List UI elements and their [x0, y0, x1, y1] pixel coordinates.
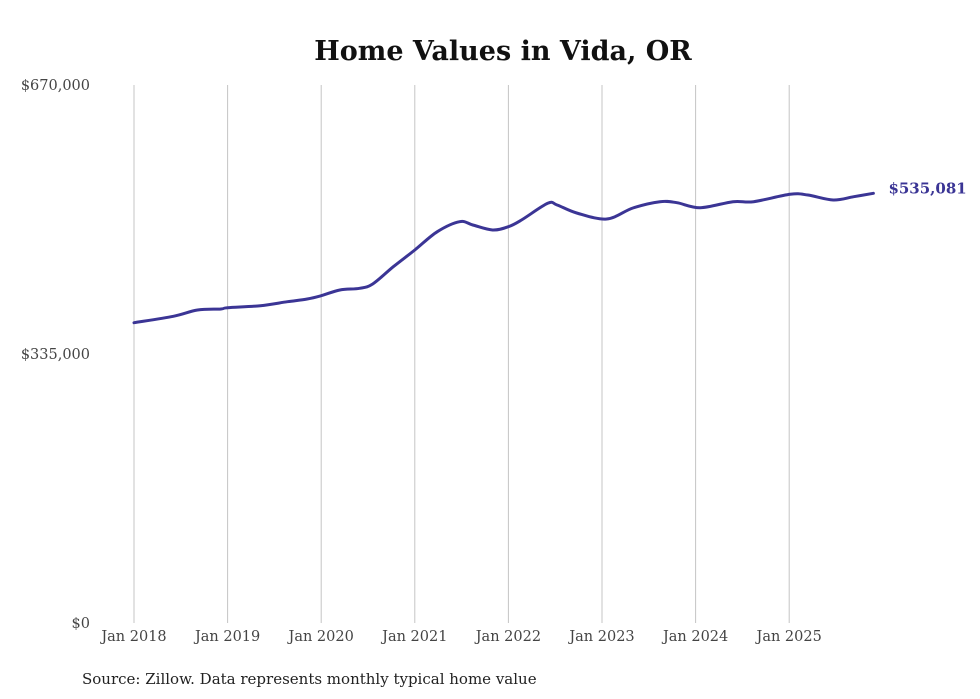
y-tick-label: $0 [72, 616, 90, 632]
source-note: Source: Zillow. Data represents monthly … [82, 670, 537, 688]
series-line-home-value [132, 191, 875, 325]
x-tick-label: Jan 2022 [474, 629, 541, 645]
y-axis-ticks: $0 $335,000 $670,000 [21, 78, 90, 632]
chart-title: Home Values in Vida, OR [314, 36, 692, 67]
x-tick-label: Jan 2018 [99, 629, 166, 645]
y-tick-label: $670,000 [21, 78, 90, 94]
x-tick-label: Jan 2020 [287, 629, 354, 645]
x-tick-label: Jan 2021 [380, 629, 447, 645]
x-tick-label: Jan 2024 [661, 629, 728, 645]
end-value-label: $535,081 [888, 179, 966, 197]
x-tick-label: Jan 2025 [755, 629, 822, 645]
x-axis-ticks: Jan 2018 Jan 2019 Jan 2020 Jan 2021 Jan 2022… [99, 629, 822, 645]
x-tick-label: Jan 2019 [193, 629, 260, 645]
y-tick-label: $335,000 [21, 347, 90, 363]
gridlines [133, 85, 790, 623]
x-tick-label: Jan 2023 [567, 629, 634, 645]
